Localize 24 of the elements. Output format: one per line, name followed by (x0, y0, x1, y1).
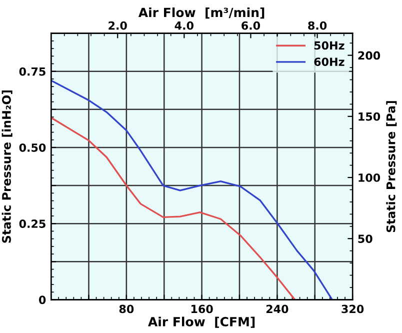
y2-tick-label: 100 (358, 173, 380, 182)
x-tick-label: 320 (342, 304, 364, 314)
y-tick-label: 0.25 (19, 220, 46, 228)
x-tick-label: 160 (191, 304, 213, 314)
legend-label: 50Hz (314, 41, 344, 50)
line-series (51, 116, 295, 300)
x2-tick-label: 2.0 (108, 21, 127, 30)
y-tick-label: 0.75 (19, 67, 46, 76)
y2-axis-title: Static Pressure [Pa] (386, 101, 397, 232)
y2-tick-label: 200 (358, 51, 380, 60)
x2-tick-label: 8.0 (308, 21, 327, 30)
line-series (51, 80, 333, 300)
x-tick-label: 80 (119, 304, 134, 314)
y2-tick-label: 150 (358, 112, 380, 121)
x2-tick-label: 6.0 (242, 21, 260, 30)
y2-tick-label: 50 (358, 234, 372, 243)
x-tick-label: 240 (266, 304, 288, 314)
y-tick-label: 0 (38, 296, 46, 304)
x-axis-title: Air Flow [CFM] (148, 316, 255, 328)
legend-label: 60Hz (314, 58, 344, 66)
x2-tick-label: 4.0 (174, 21, 194, 30)
y-axis-title: Static Pressure [inH₂O] (2, 90, 12, 243)
y-tick-label: 0.50 (19, 143, 46, 152)
x2-axis-title: Air Flow [m³/min] (138, 7, 264, 19)
